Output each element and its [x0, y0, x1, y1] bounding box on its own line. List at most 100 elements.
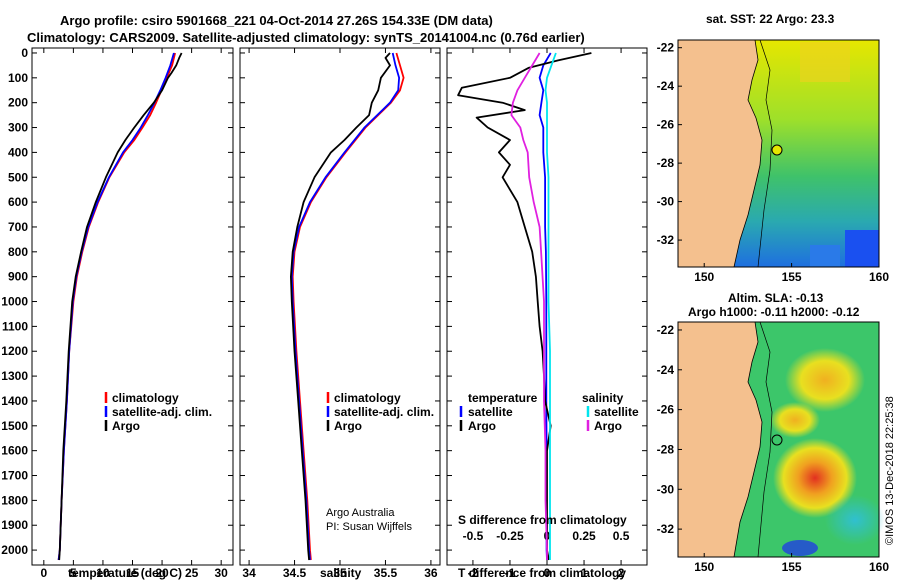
sst-cold-patch-2: [810, 245, 840, 267]
sst-map-title: sat. SST: 22 Argo: 23.3: [706, 12, 835, 26]
y-tick-label: 600: [8, 195, 28, 209]
salinity-legend: climatology satellite-adj. clim. Argo: [326, 391, 434, 433]
y-tick-label: 900: [8, 270, 28, 284]
sla-map-title-1: Altim. SLA: -0.13: [728, 291, 824, 305]
sla-eddy-north: [785, 348, 865, 412]
series-line-argo: [58, 52, 183, 561]
sla-argo-location-marker: [771, 434, 783, 446]
s-tick-label: 0.25: [572, 529, 596, 543]
map-y-tick-label: -32: [657, 522, 675, 536]
x-tick-label: 34.5: [283, 566, 307, 580]
legend-argo: Argo: [112, 419, 140, 433]
x-tick-label: 0: [40, 566, 47, 580]
x-tick-label: 34: [242, 566, 256, 580]
map-x-tick-label: 150: [694, 560, 714, 574]
y-tick-label: 1100: [2, 319, 28, 333]
x-tick-label: 35.5: [374, 566, 398, 580]
x-tick-label: 0: [544, 566, 551, 580]
x-tick-label: 10: [96, 566, 110, 580]
map-y-tick-label: -28: [657, 156, 675, 170]
y-tick-label: 200: [8, 96, 28, 110]
y-tick-label: 1000: [1, 295, 28, 309]
legend-satellite: satellite-adj. clim.: [112, 405, 212, 419]
x-tick-label: 25: [185, 566, 199, 580]
legend-argo: Argo: [334, 419, 362, 433]
legend-title-salinity: salinity: [582, 391, 624, 405]
series-line-salinity-satellite: [544, 52, 557, 560]
s-difference-label: S difference from climatology: [458, 513, 627, 527]
temperature-xlabel: temperature (deg C): [68, 566, 182, 580]
y-tick-label: 800: [8, 245, 28, 259]
difference-series: [457, 52, 592, 561]
y-tick-label: 1600: [1, 444, 28, 458]
map-y-tick-label: -22: [657, 41, 675, 55]
x-tick-label: 15: [126, 566, 140, 580]
series-line-climatology: [291, 52, 405, 561]
sst-isobath: [757, 39, 773, 268]
y-tick-label: 700: [8, 220, 28, 234]
x-tick-label: 36: [424, 566, 438, 580]
salinity-x-ticks: 34 34.5 35 35.5 36: [242, 48, 438, 580]
map-x-tick-label: 155: [782, 560, 802, 574]
series-line-satellite-adj-clim-: [290, 52, 401, 561]
map-y-tick-label: -28: [657, 442, 675, 456]
temperature-series: [57, 52, 183, 561]
x-tick-label: 20: [155, 566, 169, 580]
s-tick-label: -0.5: [463, 529, 484, 543]
s-tick-label: 0.5: [613, 529, 630, 543]
y-tick-label: 300: [8, 121, 28, 135]
series-line-climatology: [57, 52, 176, 561]
legend-temp-satellite: satellite: [468, 405, 513, 419]
sla-low-spot: [782, 540, 818, 556]
temperature-x-ticks: 0 5 10 15 20 25 30: [40, 48, 228, 580]
sla-low-patch: [825, 495, 885, 545]
sst-map: sat. SST: 22 Argo: 23.3 150 155 160 -22 -24 -…: [657, 12, 890, 284]
map-y-tick-label: -30: [657, 195, 675, 209]
x-tick-label: 1: [581, 566, 588, 580]
y-tick-label: 1300: [1, 369, 28, 383]
x-tick-label: -2: [468, 566, 479, 580]
map-x-tick-label: 155: [782, 270, 802, 284]
map-y-tick-label: -26: [657, 403, 675, 417]
x-tick-label: -1: [505, 566, 516, 580]
sst-map-ticks: 150 155 160 -22 -24 -26 -28 -30 -32: [657, 41, 890, 284]
x-tick-label: 5: [70, 566, 77, 580]
series-line-salinity-argo: [510, 52, 548, 560]
y-tick-label: 1400: [1, 394, 28, 408]
map-x-tick-label: 160: [869, 270, 889, 284]
map-y-tick-label: -24: [657, 363, 675, 377]
y-tick-label: 0: [21, 46, 28, 60]
sst-cold-patch: [845, 230, 879, 267]
map-y-tick-label: -26: [657, 118, 675, 132]
title-line-1: Argo profile: csiro 5901668_221 04-Oct-2…: [60, 13, 493, 28]
y-tick-label: 1800: [1, 493, 28, 507]
x-tick-label: 30: [214, 566, 228, 580]
temperature-legend: climatology satellite-adj. clim. Argo: [104, 391, 212, 433]
y-tick-label: 400: [8, 145, 28, 159]
sla-land: [677, 321, 763, 558]
depth-axis: 0 100 200 300 400 500 600 700 800 900 1000 1100 1200…: [1, 46, 647, 557]
sla-eddy-south: [773, 438, 857, 518]
series-line-satellite-adj-clim-: [57, 52, 175, 561]
legend-climatology: climatology: [334, 391, 401, 405]
legend-title-temperature: temperature: [468, 391, 538, 405]
y-tick-label: 2000: [1, 543, 28, 557]
map-y-tick-label: -30: [657, 482, 675, 496]
y-tick-label: 500: [8, 170, 28, 184]
x-tick-label: 35: [333, 566, 347, 580]
sst-land: [677, 39, 763, 268]
series-line-temperature-argo: [457, 52, 592, 561]
sst-warm-patch: [800, 42, 850, 82]
title-line-2: Climatology: CARS2009. Satellite-adjuste…: [27, 30, 585, 45]
salinity-series: [289, 52, 405, 561]
legend-climatology: climatology: [112, 391, 179, 405]
y-tick-label: 1900: [1, 518, 28, 532]
difference-xlabel: T difference from climatology: [458, 566, 626, 580]
s-tick-label: -0.25: [496, 529, 524, 543]
legend-sal-argo: Argo: [594, 419, 622, 433]
x-tick-label: 2: [618, 566, 625, 580]
difference-legend: temperature salinity satellite Argo sate…: [459, 391, 639, 433]
salinity-plot-frame: [239, 47, 441, 566]
y-tick-label: 1500: [1, 419, 28, 433]
